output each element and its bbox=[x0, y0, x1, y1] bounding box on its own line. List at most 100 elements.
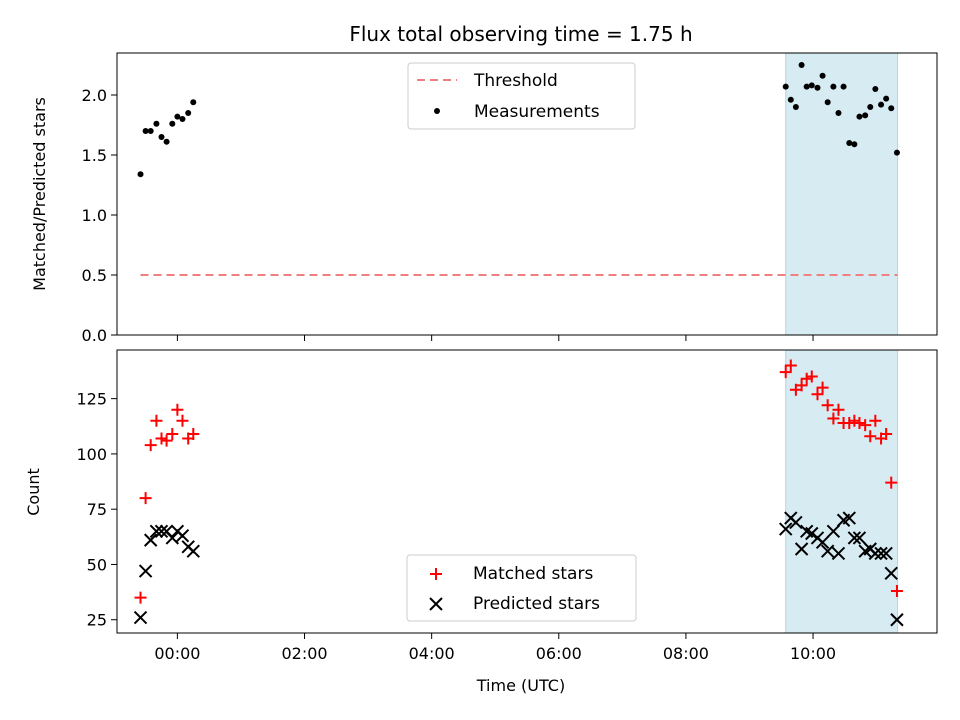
bottom-xtick-label: 04:00 bbox=[409, 644, 455, 663]
measurement-point bbox=[830, 83, 837, 90]
top-ytick-label: 0.5 bbox=[82, 266, 107, 285]
matched-star-point bbox=[864, 430, 877, 443]
measurement-point bbox=[787, 96, 794, 103]
matched-star-point bbox=[816, 381, 829, 394]
legend-measurements-swatch bbox=[434, 108, 440, 114]
matched-star-point bbox=[144, 439, 157, 452]
matched-star-point bbox=[880, 428, 893, 441]
matched-star-point bbox=[134, 591, 147, 604]
measurement-point bbox=[840, 83, 847, 90]
matched-star-point bbox=[150, 414, 163, 427]
bottom-x-ticks: 00:00 02:00 04:00 06:00 08:00 10:00 bbox=[154, 633, 836, 663]
predicted-star-point bbox=[868, 546, 883, 561]
measurement-point bbox=[867, 104, 874, 110]
measurement-point bbox=[883, 95, 890, 102]
bottom-xtick-label: 06:00 bbox=[536, 644, 582, 663]
matched-star-point bbox=[859, 419, 872, 432]
top-shaded-region bbox=[785, 52, 899, 336]
measurement-point bbox=[893, 149, 900, 156]
measurement-point bbox=[808, 82, 815, 89]
predicted-star-point bbox=[842, 511, 856, 525]
measurement-point bbox=[185, 110, 192, 116]
top-y-axis-label: Matched/Predicted stars bbox=[30, 97, 49, 291]
measurement-point bbox=[862, 112, 869, 119]
predicted-star-point bbox=[884, 566, 898, 581]
matched-star-point bbox=[166, 428, 179, 441]
matched-star-point bbox=[160, 434, 173, 447]
matched-star-point bbox=[890, 584, 903, 597]
measurement-point bbox=[856, 113, 863, 120]
measurement-point bbox=[190, 99, 197, 106]
measurement-point bbox=[846, 140, 853, 146]
predicted-star-point bbox=[165, 531, 180, 545]
measurement-point bbox=[888, 105, 895, 112]
matched-star-point bbox=[811, 388, 824, 401]
legend-predicted-label: Predicted stars bbox=[473, 594, 600, 614]
bottom-ytick-label: 75 bbox=[87, 500, 107, 519]
matched-star-point bbox=[187, 428, 200, 441]
measurement-point bbox=[163, 138, 170, 145]
matched-star-point bbox=[784, 359, 797, 372]
matched-star-point bbox=[869, 414, 882, 427]
bottom-ytick-label: 25 bbox=[87, 611, 107, 630]
predicted-star-point bbox=[154, 524, 169, 539]
top-panel: 0.00.51.01.52.0 Matched/Predicted stars … bbox=[30, 52, 938, 345]
predicted-star-point bbox=[794, 542, 809, 556]
top-ytick-label: 0.0 bbox=[82, 326, 107, 345]
matched-star-point bbox=[176, 414, 189, 427]
bottom-xtick-label: 02:00 bbox=[281, 644, 327, 663]
predicted-stars-points bbox=[133, 511, 904, 627]
bottom-xtick-label: 10:00 bbox=[790, 644, 836, 663]
top-ytick-label: 1.5 bbox=[82, 146, 107, 165]
measurement-point bbox=[835, 110, 842, 116]
matched-star-point bbox=[848, 414, 861, 427]
matched-star-point bbox=[139, 492, 152, 505]
legend-threshold-label: Threshold bbox=[473, 71, 558, 91]
matched-star-point bbox=[805, 370, 818, 383]
predicted-star-point bbox=[186, 544, 200, 558]
legend-matched-label: Matched stars bbox=[473, 564, 593, 584]
predicted-star-point bbox=[789, 515, 803, 530]
bottom-ytick-label: 50 bbox=[87, 555, 107, 574]
predicted-star-point bbox=[852, 531, 867, 545]
matched-star-point bbox=[800, 372, 813, 385]
bottom-axes-frame bbox=[116, 349, 938, 634]
predicted-star-point bbox=[175, 529, 190, 543]
predicted-star-point bbox=[138, 564, 153, 578]
bottom-shaded-band bbox=[785, 349, 899, 634]
matched-star-point bbox=[171, 403, 184, 416]
top-legend: Threshold Measurements bbox=[407, 62, 636, 130]
matched-star-point bbox=[795, 379, 808, 392]
measurement-point bbox=[851, 141, 858, 148]
measurement-point bbox=[153, 120, 160, 127]
bottom-xtick-label: 08:00 bbox=[663, 644, 709, 663]
bottom-xtick-label: 00:00 bbox=[154, 644, 200, 663]
measurement-point bbox=[142, 128, 149, 134]
predicted-star-point bbox=[847, 531, 862, 545]
predicted-star-point bbox=[831, 546, 846, 561]
predicted-star-point bbox=[826, 524, 841, 539]
measurement-point bbox=[174, 113, 181, 120]
legend-predicted-swatch bbox=[429, 597, 443, 611]
bottom-ytick-label: 100 bbox=[76, 445, 107, 464]
predicted-star-point bbox=[149, 524, 164, 539]
measurement-point bbox=[819, 72, 826, 79]
matched-star-point bbox=[155, 432, 168, 445]
top-x-ticks bbox=[176, 335, 814, 341]
measurement-point bbox=[878, 101, 885, 108]
predicted-star-point bbox=[879, 546, 893, 561]
bottom-y-ticks: 25 50 75 100 125 bbox=[76, 390, 117, 630]
predicted-star-point bbox=[133, 610, 148, 625]
matched-star-point bbox=[832, 403, 845, 416]
measurement-point bbox=[872, 86, 879, 92]
measurement-point bbox=[792, 104, 799, 110]
measurement-point bbox=[179, 116, 186, 122]
bottom-panel: 25 50 75 100 125 00:00 02:00 04:00 06:00 08:00 10… bbox=[24, 349, 938, 695]
predicted-star-point bbox=[874, 546, 888, 561]
bottom-legend: Matched stars Predicted stars bbox=[406, 554, 637, 622]
x-axis-label: Time (UTC) bbox=[476, 676, 565, 695]
matched-star-point bbox=[779, 366, 792, 379]
matched-star-point bbox=[843, 416, 856, 429]
bottom-legend-box bbox=[406, 554, 637, 622]
